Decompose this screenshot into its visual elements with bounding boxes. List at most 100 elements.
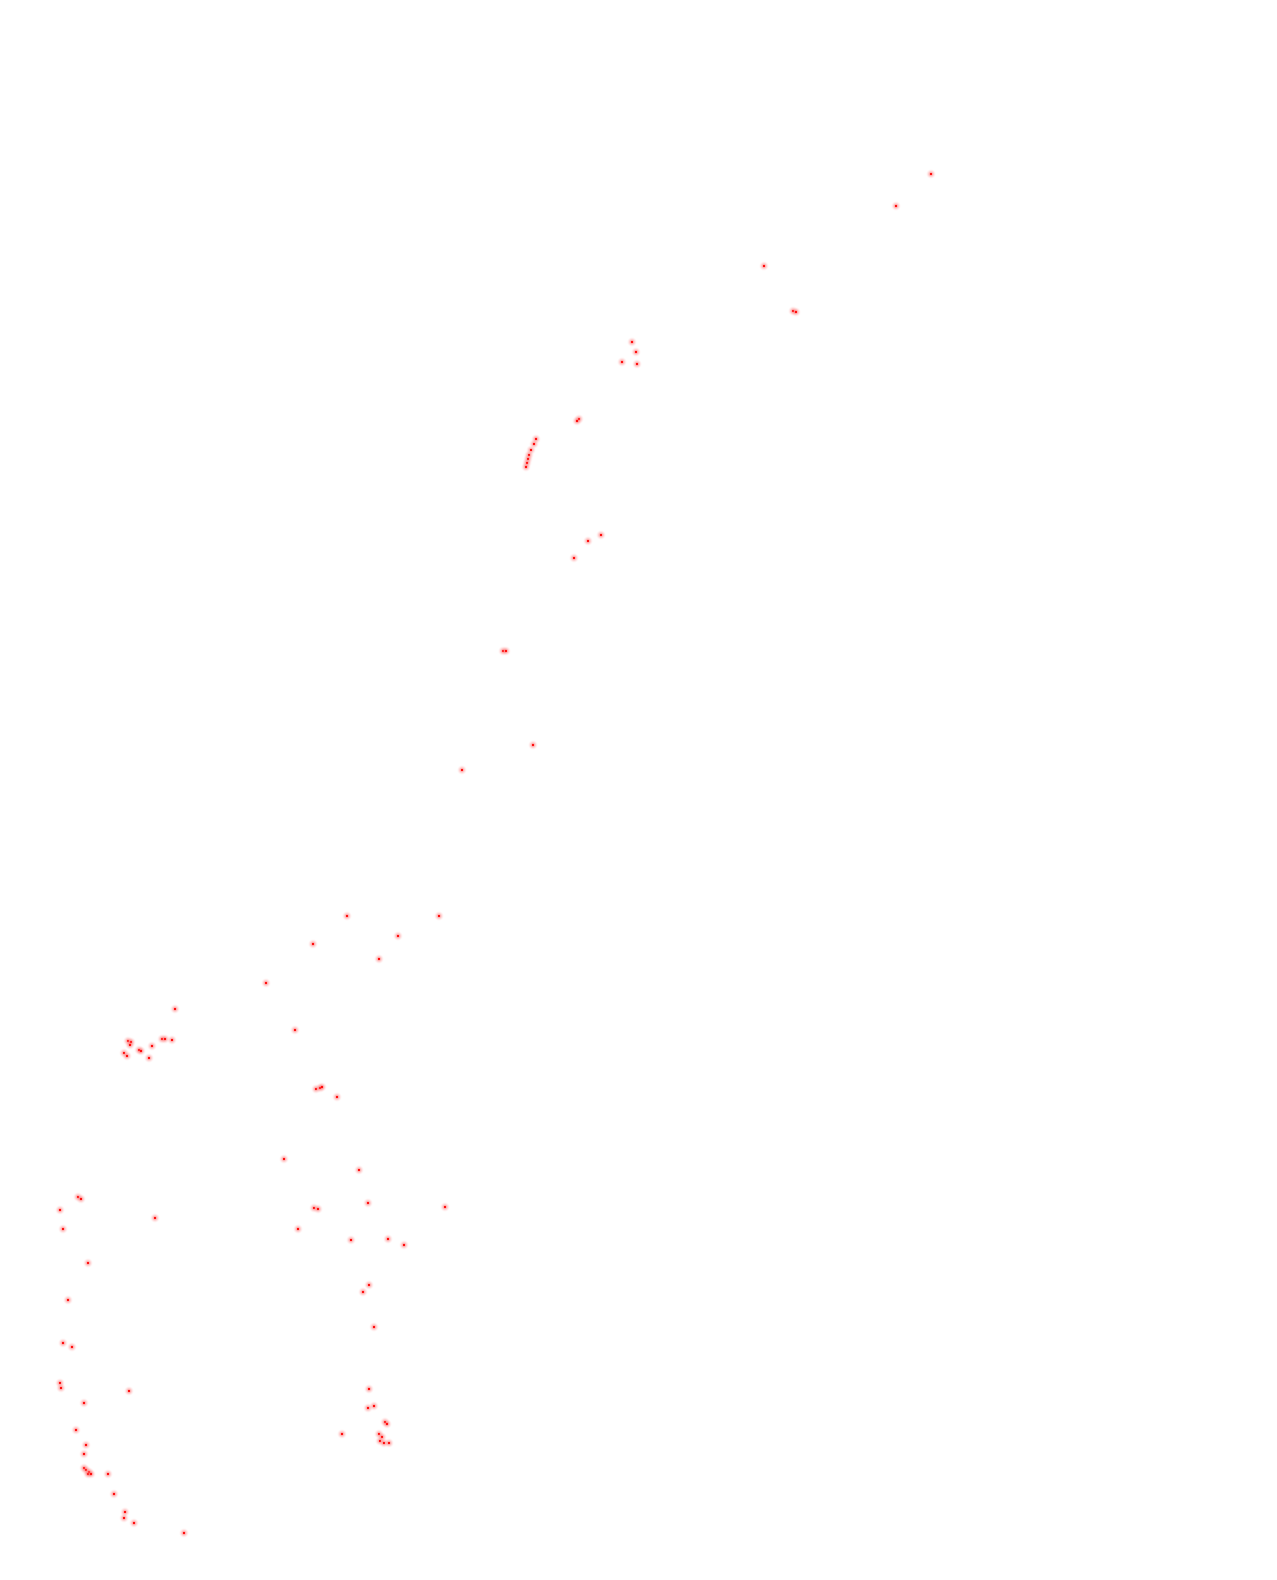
- map-marker[interactable]: [67, 1342, 77, 1352]
- map-marker[interactable]: [144, 1053, 154, 1063]
- map-marker[interactable]: [632, 359, 642, 369]
- dot-marker: [122, 1516, 126, 1520]
- map-marker[interactable]: [79, 1449, 89, 1459]
- dot-marker: [634, 350, 638, 354]
- dot-marker: [402, 1243, 406, 1247]
- map-marker[interactable]: [383, 1234, 393, 1244]
- dot-marker: [70, 1345, 74, 1349]
- map-marker[interactable]: [63, 1295, 73, 1305]
- map-marker[interactable]: [399, 1240, 409, 1250]
- dot-marker: [66, 1298, 70, 1302]
- map-marker[interactable]: [125, 1040, 135, 1050]
- map-marker[interactable]: [136, 1046, 146, 1056]
- map-marker[interactable]: [76, 1194, 86, 1204]
- map-marker[interactable]: [440, 1202, 450, 1212]
- map-marker[interactable]: [55, 1205, 65, 1215]
- map-marker[interactable]: [86, 1469, 96, 1479]
- map-marker[interactable]: [583, 536, 593, 546]
- map-marker[interactable]: [293, 1224, 303, 1234]
- map-marker[interactable]: [58, 1338, 68, 1348]
- dot-marker: [89, 1472, 93, 1476]
- map-marker[interactable]: [150, 1213, 160, 1223]
- map-marker[interactable]: [528, 740, 538, 750]
- map-marker[interactable]: [346, 1235, 356, 1245]
- map-marker[interactable]: [572, 416, 582, 426]
- map-marker[interactable]: [122, 1051, 132, 1061]
- dot-marker: [437, 914, 441, 918]
- map-marker[interactable]: [521, 462, 531, 472]
- map-marker[interactable]: [617, 357, 627, 367]
- map-marker[interactable]: [363, 1403, 373, 1413]
- map-marker[interactable]: [332, 1092, 342, 1102]
- dot-marker: [147, 1056, 151, 1060]
- map-marker[interactable]: [337, 1429, 347, 1439]
- dot-marker: [79, 1197, 83, 1201]
- map-marker[interactable]: [129, 1518, 139, 1528]
- dot-marker: [372, 1404, 376, 1408]
- map-marker[interactable]: [170, 1004, 180, 1014]
- map-marker[interactable]: [891, 201, 901, 211]
- map-marker[interactable]: [631, 347, 641, 357]
- map-marker[interactable]: [363, 1198, 373, 1208]
- map-marker[interactable]: [119, 1513, 129, 1523]
- dot-marker: [112, 1492, 116, 1496]
- map-marker[interactable]: [109, 1489, 119, 1499]
- map-marker[interactable]: [364, 1280, 374, 1290]
- map-marker[interactable]: [382, 1419, 392, 1429]
- dot-marker: [361, 1290, 365, 1294]
- map-marker[interactable]: [313, 1204, 323, 1214]
- map-marker[interactable]: [290, 1025, 300, 1035]
- dot-marker: [293, 1028, 297, 1032]
- map-marker[interactable]: [308, 939, 318, 949]
- map-marker[interactable]: [342, 911, 352, 921]
- dot-marker: [311, 942, 315, 946]
- dot-marker: [182, 1531, 186, 1535]
- map-marker[interactable]: [369, 1322, 379, 1332]
- map-marker[interactable]: [167, 1035, 177, 1045]
- map-marker[interactable]: [434, 911, 444, 921]
- map-marker[interactable]: [261, 978, 271, 988]
- dot-marker: [127, 1389, 131, 1393]
- dot-marker: [132, 1521, 136, 1525]
- dot-marker: [139, 1049, 143, 1053]
- map-marker[interactable]: [569, 553, 579, 563]
- map-marker[interactable]: [759, 261, 769, 271]
- map-marker[interactable]: [358, 1287, 368, 1297]
- dot-marker: [170, 1038, 174, 1042]
- dot-marker: [630, 340, 634, 344]
- map-marker[interactable]: [354, 1165, 364, 1175]
- map-marker[interactable]: [627, 337, 637, 347]
- map-marker[interactable]: [279, 1154, 289, 1164]
- dot-marker: [125, 1054, 129, 1058]
- map-marker[interactable]: [71, 1425, 81, 1435]
- map-marker[interactable]: [81, 1440, 91, 1450]
- map-marker[interactable]: [384, 1438, 394, 1448]
- map-marker[interactable]: [103, 1469, 113, 1479]
- map-marker[interactable]: [374, 954, 384, 964]
- dot-marker: [367, 1283, 371, 1287]
- dot-marker: [396, 934, 400, 938]
- dot-marker: [84, 1443, 88, 1447]
- map-marker[interactable]: [457, 765, 467, 775]
- map-marker[interactable]: [791, 307, 801, 317]
- dot-marker: [320, 1085, 324, 1089]
- markers-layer: [55, 169, 936, 1538]
- map-marker[interactable]: [56, 1383, 66, 1393]
- map-marker[interactable]: [596, 530, 606, 540]
- map-marker[interactable]: [501, 646, 511, 656]
- map-marker[interactable]: [317, 1082, 327, 1092]
- map-marker[interactable]: [364, 1384, 374, 1394]
- map-marker[interactable]: [393, 931, 403, 941]
- dot-marker: [762, 264, 766, 268]
- map-marker[interactable]: [79, 1398, 89, 1408]
- map-marker[interactable]: [58, 1224, 68, 1234]
- dot-marker: [357, 1168, 361, 1172]
- map-marker[interactable]: [83, 1258, 93, 1268]
- dot-marker: [794, 310, 798, 314]
- map-marker[interactable]: [124, 1386, 134, 1396]
- map-marker[interactable]: [179, 1528, 189, 1538]
- map-marker[interactable]: [147, 1041, 157, 1051]
- map-marker[interactable]: [926, 169, 936, 179]
